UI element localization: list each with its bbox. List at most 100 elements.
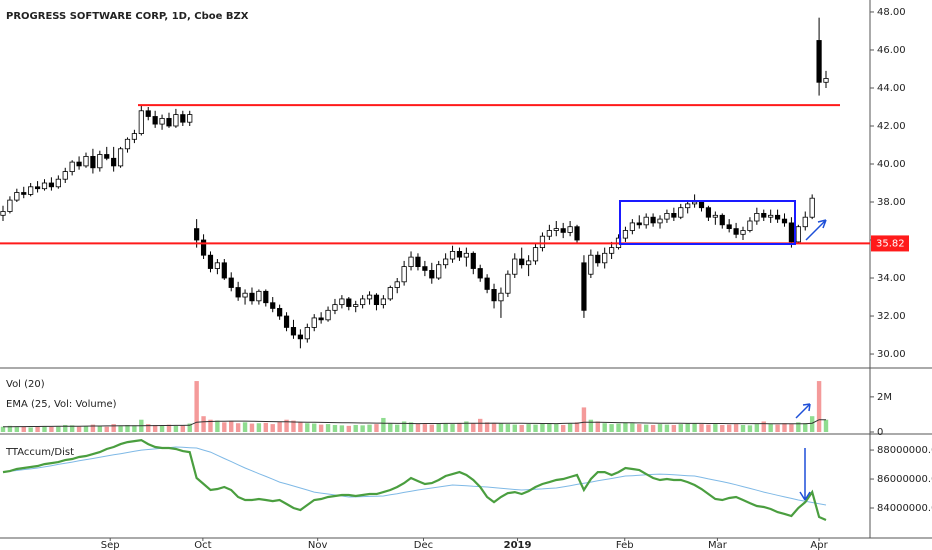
candle-body — [754, 213, 760, 222]
volume-bar — [111, 424, 116, 432]
candle-body — [795, 226, 801, 243]
volume-bar — [35, 426, 40, 432]
candle-body — [456, 251, 463, 258]
candle-body — [297, 334, 303, 340]
candle-body — [774, 214, 781, 220]
volume-bar — [692, 423, 697, 432]
volume-bar — [90, 424, 96, 432]
volume-bar — [7, 425, 13, 432]
candle-body — [76, 161, 82, 167]
x-tick-label: Feb — [616, 540, 634, 550]
y-tick-label: 40.00 — [877, 159, 906, 170]
volume-bar — [464, 421, 469, 432]
volume-bar — [159, 425, 165, 432]
candle-body — [823, 78, 829, 83]
volume-bar — [395, 424, 400, 432]
y-tick-label: 32.00 — [877, 311, 906, 322]
volume-bar — [775, 424, 780, 432]
candle-body — [560, 228, 566, 233]
volume-ema — [3, 419, 826, 428]
volume-bar — [291, 420, 296, 432]
candle-body — [180, 114, 186, 123]
candle-body — [636, 222, 642, 226]
candle-body — [761, 213, 767, 218]
volume-bar — [152, 424, 158, 432]
candle-body — [207, 254, 214, 269]
volume-bar — [699, 424, 704, 432]
candle-body — [159, 117, 165, 125]
candle-body — [124, 138, 131, 150]
indicator-line — [2, 438, 827, 522]
candle-body — [360, 298, 366, 306]
volume-bar — [76, 426, 82, 432]
x-tick-label: Apr — [810, 540, 828, 550]
candle-body — [152, 116, 158, 125]
candle-body — [263, 290, 269, 304]
y-tick-label: 38.00 — [877, 197, 906, 208]
y-tick-label: 46.00 — [877, 45, 906, 56]
chart-title: PROGRESS SOFTWARE CORP, 1D, Cboe BZX — [6, 11, 249, 22]
candle-body — [553, 228, 559, 231]
candle-body — [740, 230, 746, 235]
volume-bar — [554, 424, 559, 432]
candle-body — [283, 315, 290, 328]
candle-body — [387, 287, 393, 300]
volume-bar — [671, 424, 677, 432]
candle-body — [719, 214, 725, 226]
candle-body — [62, 171, 68, 180]
volume-bar — [83, 426, 89, 432]
volume-bar — [803, 423, 808, 432]
candle-body — [671, 213, 677, 218]
volume-bar — [685, 423, 690, 432]
candle-body — [277, 308, 283, 317]
candle-body — [228, 277, 234, 288]
volume-bar — [208, 419, 213, 432]
candle-body — [546, 230, 552, 237]
candle-body — [609, 247, 615, 254]
candle-body — [256, 290, 262, 302]
candle-body — [14, 192, 20, 201]
volume-bar — [173, 425, 179, 432]
price-label: 35.82 — [876, 238, 905, 249]
volume-bar — [374, 424, 379, 432]
y-tick-label: 34.00 — [877, 273, 906, 284]
volume-bar — [505, 424, 511, 432]
candle-body — [470, 252, 476, 269]
volume-bar — [415, 423, 421, 432]
volume-bar — [581, 407, 587, 432]
price-label-box — [871, 235, 909, 252]
volume-bar — [346, 425, 351, 432]
volume-bar — [270, 424, 275, 432]
candle-body — [477, 268, 483, 279]
volume-bar — [187, 423, 192, 432]
volume-bar — [588, 419, 594, 432]
candle-body — [214, 262, 220, 269]
y-tick-label: 48.00 — [877, 7, 906, 18]
volume-bar — [761, 421, 766, 432]
volume-bar — [457, 422, 462, 432]
candle-body — [7, 199, 13, 212]
volume-bar — [49, 426, 54, 432]
volume-bar — [332, 424, 338, 432]
volume-bar — [249, 423, 255, 432]
volume-bar — [229, 421, 234, 432]
candle-body — [366, 294, 373, 300]
volume-bar — [408, 422, 414, 432]
volume-bar — [526, 424, 531, 432]
candle-body — [415, 256, 421, 268]
volume-bar — [21, 426, 26, 432]
candle-body — [747, 220, 753, 231]
candle-body — [622, 230, 629, 239]
volume-bar — [450, 424, 455, 432]
volume-bar — [630, 423, 635, 432]
candle-body — [138, 110, 144, 134]
y-tick-label: 88000000.00 — [877, 445, 932, 456]
candle-body — [526, 260, 532, 266]
candle-body — [304, 327, 310, 340]
x-tick-label: Oct — [194, 540, 211, 550]
candle-body — [602, 252, 608, 264]
candle-body — [685, 203, 691, 209]
arrow — [795, 403, 811, 419]
